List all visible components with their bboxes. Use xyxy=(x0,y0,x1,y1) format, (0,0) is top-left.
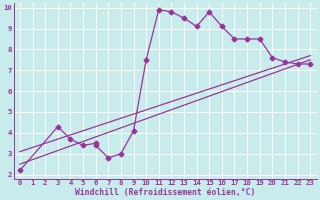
X-axis label: Windchill (Refroidissement éolien,°C): Windchill (Refroidissement éolien,°C) xyxy=(75,188,255,197)
